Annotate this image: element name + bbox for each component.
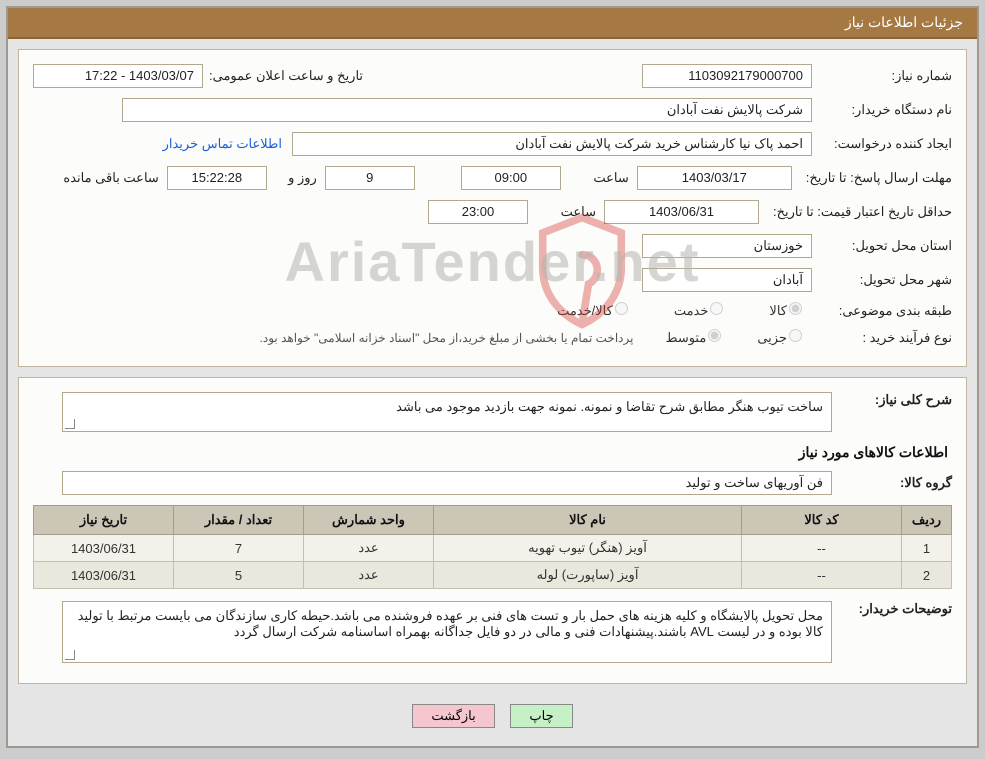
remaining-suffix: ساعت باقی مانده [57, 170, 158, 186]
category-goods-service-text: کالا/خدمت [557, 303, 613, 318]
table-cell-name: آویز (ساپورت) لوله [434, 562, 742, 589]
group-label: گروه کالا: [832, 475, 952, 491]
buyer-org-label: نام دستگاه خریدار: [812, 102, 952, 118]
col-date-header: تاریخ نیاز [34, 506, 174, 535]
category-goods-radio[interactable] [789, 302, 802, 315]
quote-valid-label: حداقل تاریخ اعتبار قیمت: تا تاریخ: [767, 204, 952, 220]
resize-handle-icon[interactable] [65, 419, 75, 429]
requester-field: احمد پاک نیا کارشناس خرید شرکت پالایش نف… [292, 132, 812, 156]
category-goods-option[interactable]: کالا [769, 302, 806, 319]
category-service-radio[interactable] [710, 302, 723, 315]
table-cell-unit: عدد [304, 535, 434, 562]
category-goods-service-option[interactable]: کالا/خدمت [557, 302, 632, 319]
table-cell-qty: 5 [174, 562, 304, 589]
need-number-label: شماره نیاز: [812, 68, 952, 84]
process-medium-text: متوسط [665, 330, 706, 345]
process-note: پرداخت تمام یا بخشی از مبلغ خرید،از محل … [260, 331, 634, 345]
col-unit-header: واحد شمارش [304, 506, 434, 535]
deadline-date-field: 1403/03/17 [637, 166, 792, 190]
quote-valid-date-field: 1403/06/31 [604, 200, 759, 224]
deadline-label: مهلت ارسال پاسخ: تا تاریخ: [800, 170, 952, 186]
process-medium-option[interactable]: متوسط [665, 329, 725, 346]
col-qty-header: تعداد / مقدار [174, 506, 304, 535]
button-bar: چاپ بازگشت [18, 694, 967, 734]
process-minor-radio[interactable] [789, 329, 802, 342]
announce-date-label: تاریخ و ساعت اعلان عمومی: [203, 68, 363, 84]
content-area: AriaTender.net شماره نیاز: 1103092179000… [8, 39, 977, 746]
province-label: استان محل تحویل: [812, 238, 952, 254]
process-minor-text: جزیی [757, 330, 787, 345]
col-code-header: کد کالا [742, 506, 902, 535]
buyer-contact-link[interactable]: اطلاعات تماس خریدار [163, 136, 282, 152]
items-table: ردیف کد کالا نام کالا واحد شمارش تعداد /… [33, 505, 952, 589]
deadline-time-field: 09:00 [461, 166, 561, 190]
col-idx-header: ردیف [902, 506, 952, 535]
table-cell-name: آویز (هنگر) تیوب تهویه [434, 535, 742, 562]
col-name-header: نام کالا [434, 506, 742, 535]
countdown-field: 15:22:28 [167, 166, 267, 190]
summary-text: ساخت تیوب هنگر مطابق شرح تقاضا و نمونه. … [396, 399, 823, 414]
title-bar: جزئیات اطلاعات نیاز [8, 8, 977, 39]
back-button[interactable]: بازگشت [412, 704, 494, 728]
process-label: نوع فرآیند خرید : [812, 330, 952, 346]
summary-label: شرح کلی نیاز: [832, 392, 952, 408]
province-field: خوزستان [642, 234, 812, 258]
table-cell-idx: 1 [902, 535, 952, 562]
category-service-option[interactable]: خدمت [674, 302, 728, 319]
buyer-notes-field: محل تحویل پالایشگاه و کلیه هزینه های حمل… [62, 601, 832, 663]
category-label: طبقه بندی موضوعی: [812, 303, 952, 319]
process-medium-radio[interactable] [708, 329, 721, 342]
table-cell-code: -- [742, 562, 902, 589]
days-left-field: 9 [325, 166, 415, 190]
table-row: 2--آویز (ساپورت) لولهعدد51403/06/31 [34, 562, 952, 589]
quote-valid-time-word: ساعت [536, 204, 596, 220]
title-text: جزئیات اطلاعات نیاز [845, 14, 963, 30]
table-cell-date: 1403/06/31 [34, 562, 174, 589]
print-button[interactable]: چاپ [510, 704, 572, 728]
resize-handle-icon[interactable] [65, 650, 75, 660]
category-goods-text: کالا [769, 303, 787, 318]
need-number-field: 1103092179000700 [642, 64, 812, 88]
table-cell-idx: 2 [902, 562, 952, 589]
buyer-notes-label: توضیحات خریدار: [832, 601, 952, 617]
table-cell-date: 1403/06/31 [34, 535, 174, 562]
buyer-org-field: شرکت پالایش نفت آبادان [122, 98, 812, 122]
table-cell-qty: 7 [174, 535, 304, 562]
items-heading: اطلاعات کالاهای مورد نیاز [37, 444, 948, 461]
days-and-text: روز و [275, 170, 317, 186]
table-cell-unit: عدد [304, 562, 434, 589]
summary-field: ساخت تیوب هنگر مطابق شرح تقاضا و نمونه. … [62, 392, 832, 432]
table-row: 1--آویز (هنگر) تیوب تهویهعدد71403/06/31 [34, 535, 952, 562]
window-frame: جزئیات اطلاعات نیاز AriaTender.net شماره… [6, 6, 979, 748]
process-minor-option[interactable]: جزیی [757, 329, 806, 346]
group-field: فن آوریهای ساخت و تولید [62, 471, 832, 495]
city-field: آبادان [642, 268, 812, 292]
buyer-notes-text: محل تحویل پالایشگاه و کلیه هزینه های حمل… [78, 608, 823, 639]
quote-valid-time-field: 23:00 [428, 200, 528, 224]
city-label: شهر محل تحویل: [812, 272, 952, 288]
requester-label: ایجاد کننده درخواست: [812, 136, 952, 152]
category-service-text: خدمت [674, 303, 709, 318]
category-goods-service-radio[interactable] [615, 302, 628, 315]
table-cell-code: -- [742, 535, 902, 562]
deadline-time-word: ساعت [569, 170, 629, 186]
need-detail-panel: شرح کلی نیاز: ساخت تیوب هنگر مطابق شرح ت… [18, 377, 967, 684]
need-info-panel: شماره نیاز: 1103092179000700 تاریخ و ساع… [18, 49, 967, 367]
announce-date-field: 1403/03/07 - 17:22 [33, 64, 203, 88]
